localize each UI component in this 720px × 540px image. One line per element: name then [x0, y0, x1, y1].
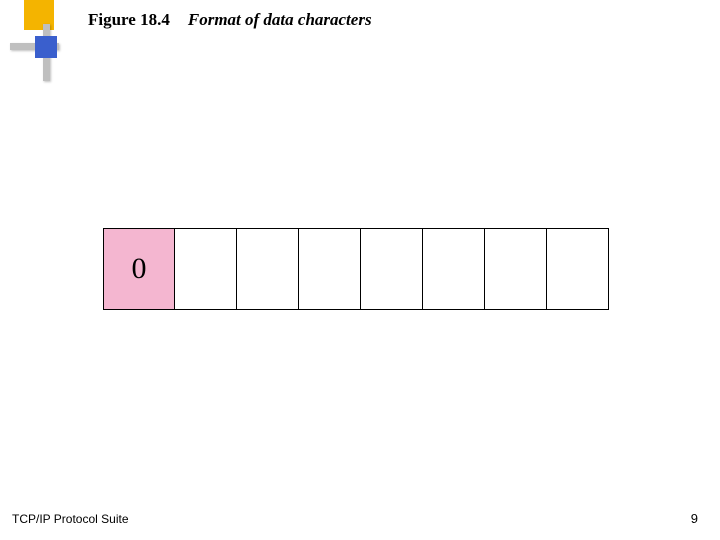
figure-number: Figure 18.4 — [88, 10, 170, 29]
data-character-diagram: 0 — [103, 228, 609, 310]
figure-title: Format of data characters — [188, 10, 372, 29]
bit-cell-3 — [299, 228, 361, 310]
bit-cell-1 — [175, 228, 237, 310]
bit-cell-6 — [485, 228, 547, 310]
bit-cell-7 — [547, 228, 609, 310]
bit-cell-2 — [237, 228, 299, 310]
slide-decoration — [10, 0, 70, 85]
bit-cell-5 — [423, 228, 485, 310]
figure-header: Figure 18.4 Format of data characters — [88, 10, 372, 30]
decoration-blue-square — [35, 36, 57, 58]
footer-source: TCP/IP Protocol Suite — [12, 512, 129, 526]
bit-cell-4 — [361, 228, 423, 310]
bit-cell-0: 0 — [103, 228, 175, 310]
page-number: 9 — [691, 511, 698, 526]
